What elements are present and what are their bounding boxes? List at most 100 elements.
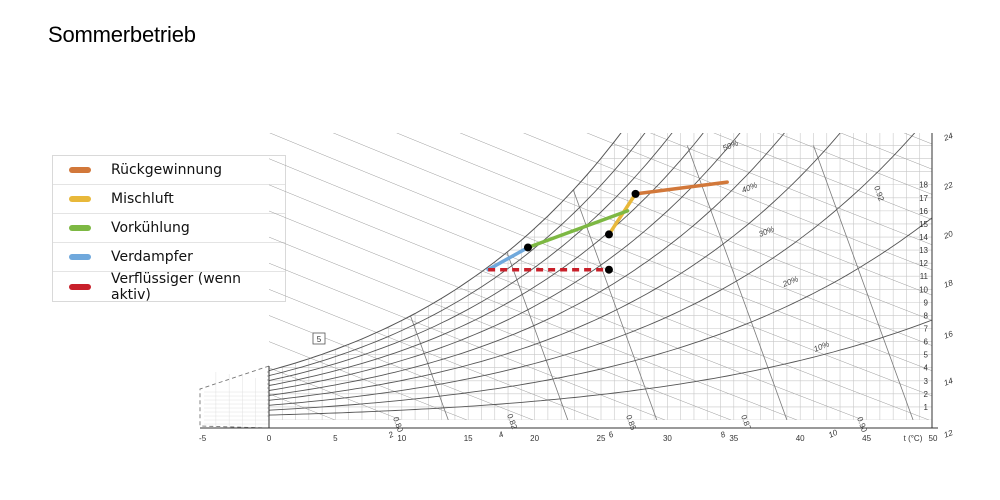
x-tick-label: 5 [333, 434, 338, 443]
inner-scale-label: 4 [497, 430, 505, 440]
y-tick-label: 11 [920, 272, 929, 281]
y-tick-label: 9 [924, 298, 929, 307]
series-line-rückgewinnung [633, 180, 729, 196]
enthalpy-line [269, 315, 534, 420]
volume-label: 0.90 [855, 416, 869, 434]
volume-line [348, 145, 449, 420]
rh-label: 50% [721, 139, 739, 153]
state-point [604, 265, 613, 274]
y-tick-label: 10 [919, 285, 928, 294]
volume-line [813, 145, 914, 420]
volume-line [556, 145, 658, 420]
enthalpy-line [269, 289, 600, 420]
enthalpy-line [523, 133, 932, 296]
outer-scale-label: 20 [942, 229, 955, 241]
outer-scale-label: 14 [943, 376, 955, 388]
chart-curves [199, 133, 938, 429]
y-tick-label: 5 [924, 351, 929, 360]
legend-label: Rückgewinnung [111, 162, 222, 178]
series-line-verdampfer [486, 245, 530, 272]
enthalpy-line [269, 158, 930, 420]
legend-swatch-vorkuehlung [69, 225, 91, 231]
subzero-region [199, 365, 270, 429]
rh-curve [269, 133, 785, 396]
rh-curve [269, 133, 622, 372]
y-tick-label: 1 [924, 403, 929, 412]
legend-label: Verdampfer [111, 249, 193, 265]
x-tick-label: 45 [862, 434, 871, 443]
enthalpy-line [269, 210, 798, 420]
x-tick-label: 0 [267, 434, 272, 443]
x-axis-label: t (°C) [904, 434, 923, 443]
box-marker: 5 [312, 332, 326, 345]
legend-swatch-rueckgewinnung [69, 167, 91, 173]
enthalpy-line [269, 341, 468, 420]
y-tick-label: 17 [919, 194, 928, 203]
volume-label: 0.80 [391, 416, 405, 434]
chart-grid [0, 132, 1000, 420]
enthalpy-line [269, 236, 732, 420]
legend-item-rueckgewinnung[interactable]: Rückgewinnung [53, 156, 285, 185]
outer-scale-label: 16 [943, 329, 955, 341]
enthalpy-line [269, 184, 864, 420]
y-tick-label: 7 [924, 325, 929, 334]
page-title: Sommerbetrieb [48, 22, 196, 47]
inner-scale-label: 2 [386, 430, 395, 441]
y-tick-label: 13 [919, 246, 928, 255]
box-marker-label: 5 [317, 335, 322, 344]
rh-curve [269, 133, 841, 401]
outer-scale-label: 18 [943, 278, 955, 290]
grid-fine [269, 133, 933, 420]
chart-labels: -5 0 5 10 15 20 25 30 35 40 45 50t (°C)123456789101… [199, 131, 955, 443]
state-point [523, 243, 532, 252]
legend-swatch-verdampfer [69, 254, 91, 260]
legend-swatch-mischluft [69, 196, 91, 202]
x-tick-label: 35 [729, 434, 738, 443]
outer-scale-label: 12 [943, 428, 955, 440]
rh-label: 20% [780, 275, 799, 290]
x-tick-label: 20 [530, 434, 539, 443]
inner-scale-label: 10 [827, 428, 839, 440]
x-tick-label: 25 [597, 434, 606, 443]
inner-scale-label: 6 [607, 430, 615, 440]
box-marker-frame [312, 332, 326, 345]
volume-lines [348, 145, 914, 420]
y-tick-label: 3 [924, 377, 929, 386]
enthalpy-line [269, 262, 666, 420]
rh-curve [269, 319, 932, 416]
enthalpy-line [0, 132, 203, 420]
outer-scale-label: 22 [942, 180, 955, 192]
enthalpy-lines [0, 132, 1000, 420]
enthalpy-line [586, 133, 932, 271]
x-tick-label: 50 [929, 434, 938, 443]
rh-curve [269, 133, 916, 406]
series-line-vorkühlung [526, 209, 630, 250]
enthalpy-line [459, 133, 932, 321]
state-point [631, 189, 640, 198]
subzero-outline [199, 365, 270, 429]
enthalpy-line [396, 133, 932, 346]
enthalpy-line [776, 133, 932, 195]
legend-item-verfluessiger[interactable]: Verflüssiger (wenn aktiv) [53, 271, 285, 303]
rh-curve [269, 133, 673, 382]
volume-label: 0.85 [624, 414, 638, 432]
legend-swatch-verfluessiger [69, 283, 91, 290]
enthalpy-line [269, 367, 402, 420]
x-tick-label: 15 [464, 434, 473, 443]
enthalpy-line [966, 132, 1000, 420]
volume-line [686, 145, 788, 420]
rh-curve [269, 133, 646, 377]
legend-item-verdampfer[interactable]: Verdampfer [53, 243, 285, 272]
y-tick-label: 14 [919, 233, 928, 242]
y-tick-label: 16 [919, 207, 928, 216]
enthalpy-line [269, 419, 270, 420]
y-tick-label: 15 [919, 220, 928, 229]
y-tick-label: 6 [924, 338, 929, 347]
enthalpy-line [0, 132, 137, 420]
x-tick-label: -5 [199, 434, 207, 443]
legend-item-vorkuehlung[interactable]: Vorkühlung [53, 214, 285, 243]
legend-item-mischluft[interactable]: Mischluft [53, 185, 285, 214]
chart-series [486, 180, 729, 274]
x-tick-label: 40 [796, 434, 805, 443]
